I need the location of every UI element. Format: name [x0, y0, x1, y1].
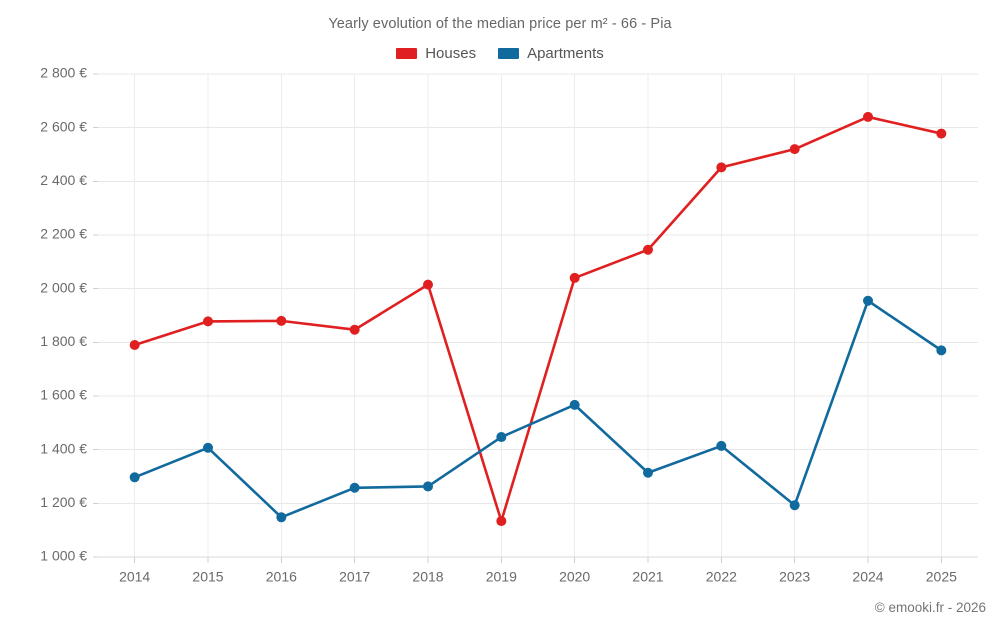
- y-axis-tick-label: 1 000 €: [40, 548, 87, 564]
- y-axis-tick-label: 2 000 €: [40, 279, 87, 295]
- data-point-houses-2024[interactable]: [863, 111, 873, 122]
- copyright-credit: © emooki.fr - 2026: [874, 600, 986, 615]
- series-layer: [129, 111, 947, 527]
- data-point-apartments-2015[interactable]: [203, 442, 213, 453]
- x-axis-tick-label: 2016: [266, 568, 297, 584]
- y-axis-tick-label: 2 400 €: [40, 172, 87, 188]
- legend-swatch-apartments: [498, 48, 520, 59]
- data-point-houses-2015[interactable]: [203, 316, 213, 327]
- data-point-apartments-2018[interactable]: [423, 481, 433, 492]
- data-point-apartments-2019[interactable]: [496, 432, 507, 443]
- data-point-apartments-2017[interactable]: [349, 482, 360, 493]
- x-axis-tick-label: 2024: [852, 568, 883, 584]
- x-axis-tick-label: 2017: [339, 568, 370, 584]
- data-point-houses-2019[interactable]: [496, 516, 507, 527]
- y-axis-tick-label: 1 800 €: [40, 333, 87, 349]
- data-point-apartments-2025[interactable]: [936, 345, 947, 356]
- data-point-houses-2017[interactable]: [349, 324, 360, 335]
- data-point-houses-2022[interactable]: [716, 162, 727, 173]
- y-axis-tick-label: 1 600 €: [40, 387, 87, 403]
- data-point-apartments-2022[interactable]: [716, 440, 727, 451]
- y-axis-tick-label: 2 200 €: [40, 226, 87, 242]
- legend-label-apartments: Apartments: [527, 45, 604, 62]
- x-axis-tick-label: 2018: [412, 568, 443, 584]
- data-point-houses-2016[interactable]: [276, 315, 287, 326]
- data-point-houses-2025[interactable]: [936, 128, 947, 139]
- y-axis-tick-label: 2 600 €: [40, 118, 87, 134]
- x-axis-tick-label: 2021: [632, 568, 663, 584]
- legend-label-houses: Houses: [425, 45, 477, 62]
- x-axis-tick-label: 2022: [706, 568, 737, 584]
- x-axis-labels: 2014 2015 2016 2017 2018 2019 2020 2021 2022 2023…: [119, 568, 957, 584]
- data-point-apartments-2020[interactable]: [569, 399, 580, 410]
- legend-swatch-houses: [396, 48, 418, 59]
- y-axis-tick-label: 1 200 €: [40, 494, 87, 510]
- x-axis-tick-label: 2019: [486, 568, 517, 584]
- data-point-apartments-2023[interactable]: [789, 500, 800, 511]
- data-point-apartments-2016[interactable]: [276, 512, 287, 523]
- x-axis-tick-label: 2025: [926, 568, 957, 584]
- x-axis-tick-label: 2015: [192, 568, 223, 584]
- data-point-houses-2020[interactable]: [569, 272, 580, 283]
- x-axis-tick-label: 2023: [779, 568, 810, 584]
- chart-legend: Houses Apartments: [0, 45, 1000, 62]
- legend-item-houses[interactable]: Houses: [396, 45, 476, 62]
- page-title: Yearly evolution of the median price per…: [328, 16, 672, 32]
- data-point-houses-2023[interactable]: [789, 144, 800, 155]
- data-point-houses-2018[interactable]: [423, 279, 433, 290]
- y-axis-tick-label: 2 800 €: [40, 65, 87, 81]
- series-line-apartments: [133, 299, 943, 519]
- data-point-houses-2021[interactable]: [643, 244, 653, 255]
- data-point-apartments-2021[interactable]: [643, 467, 653, 478]
- data-point-apartments-2014[interactable]: [129, 472, 140, 483]
- x-axis-tick-label: 2014: [119, 568, 150, 584]
- series-line-houses: [133, 115, 943, 523]
- grid-layer: [93, 73, 978, 563]
- data-point-apartments-2024[interactable]: [863, 295, 873, 306]
- data-point-houses-2014[interactable]: [129, 340, 140, 351]
- y-axis-tick-label: 1 400 €: [40, 440, 87, 456]
- legend-item-apartments[interactable]: Apartments: [498, 45, 604, 62]
- y-axis-labels: 2 800 € 2 600 € 2 400 € 2 200 € 2 000 € 1 800…: [40, 65, 87, 564]
- x-axis-tick-label: 2020: [559, 568, 590, 584]
